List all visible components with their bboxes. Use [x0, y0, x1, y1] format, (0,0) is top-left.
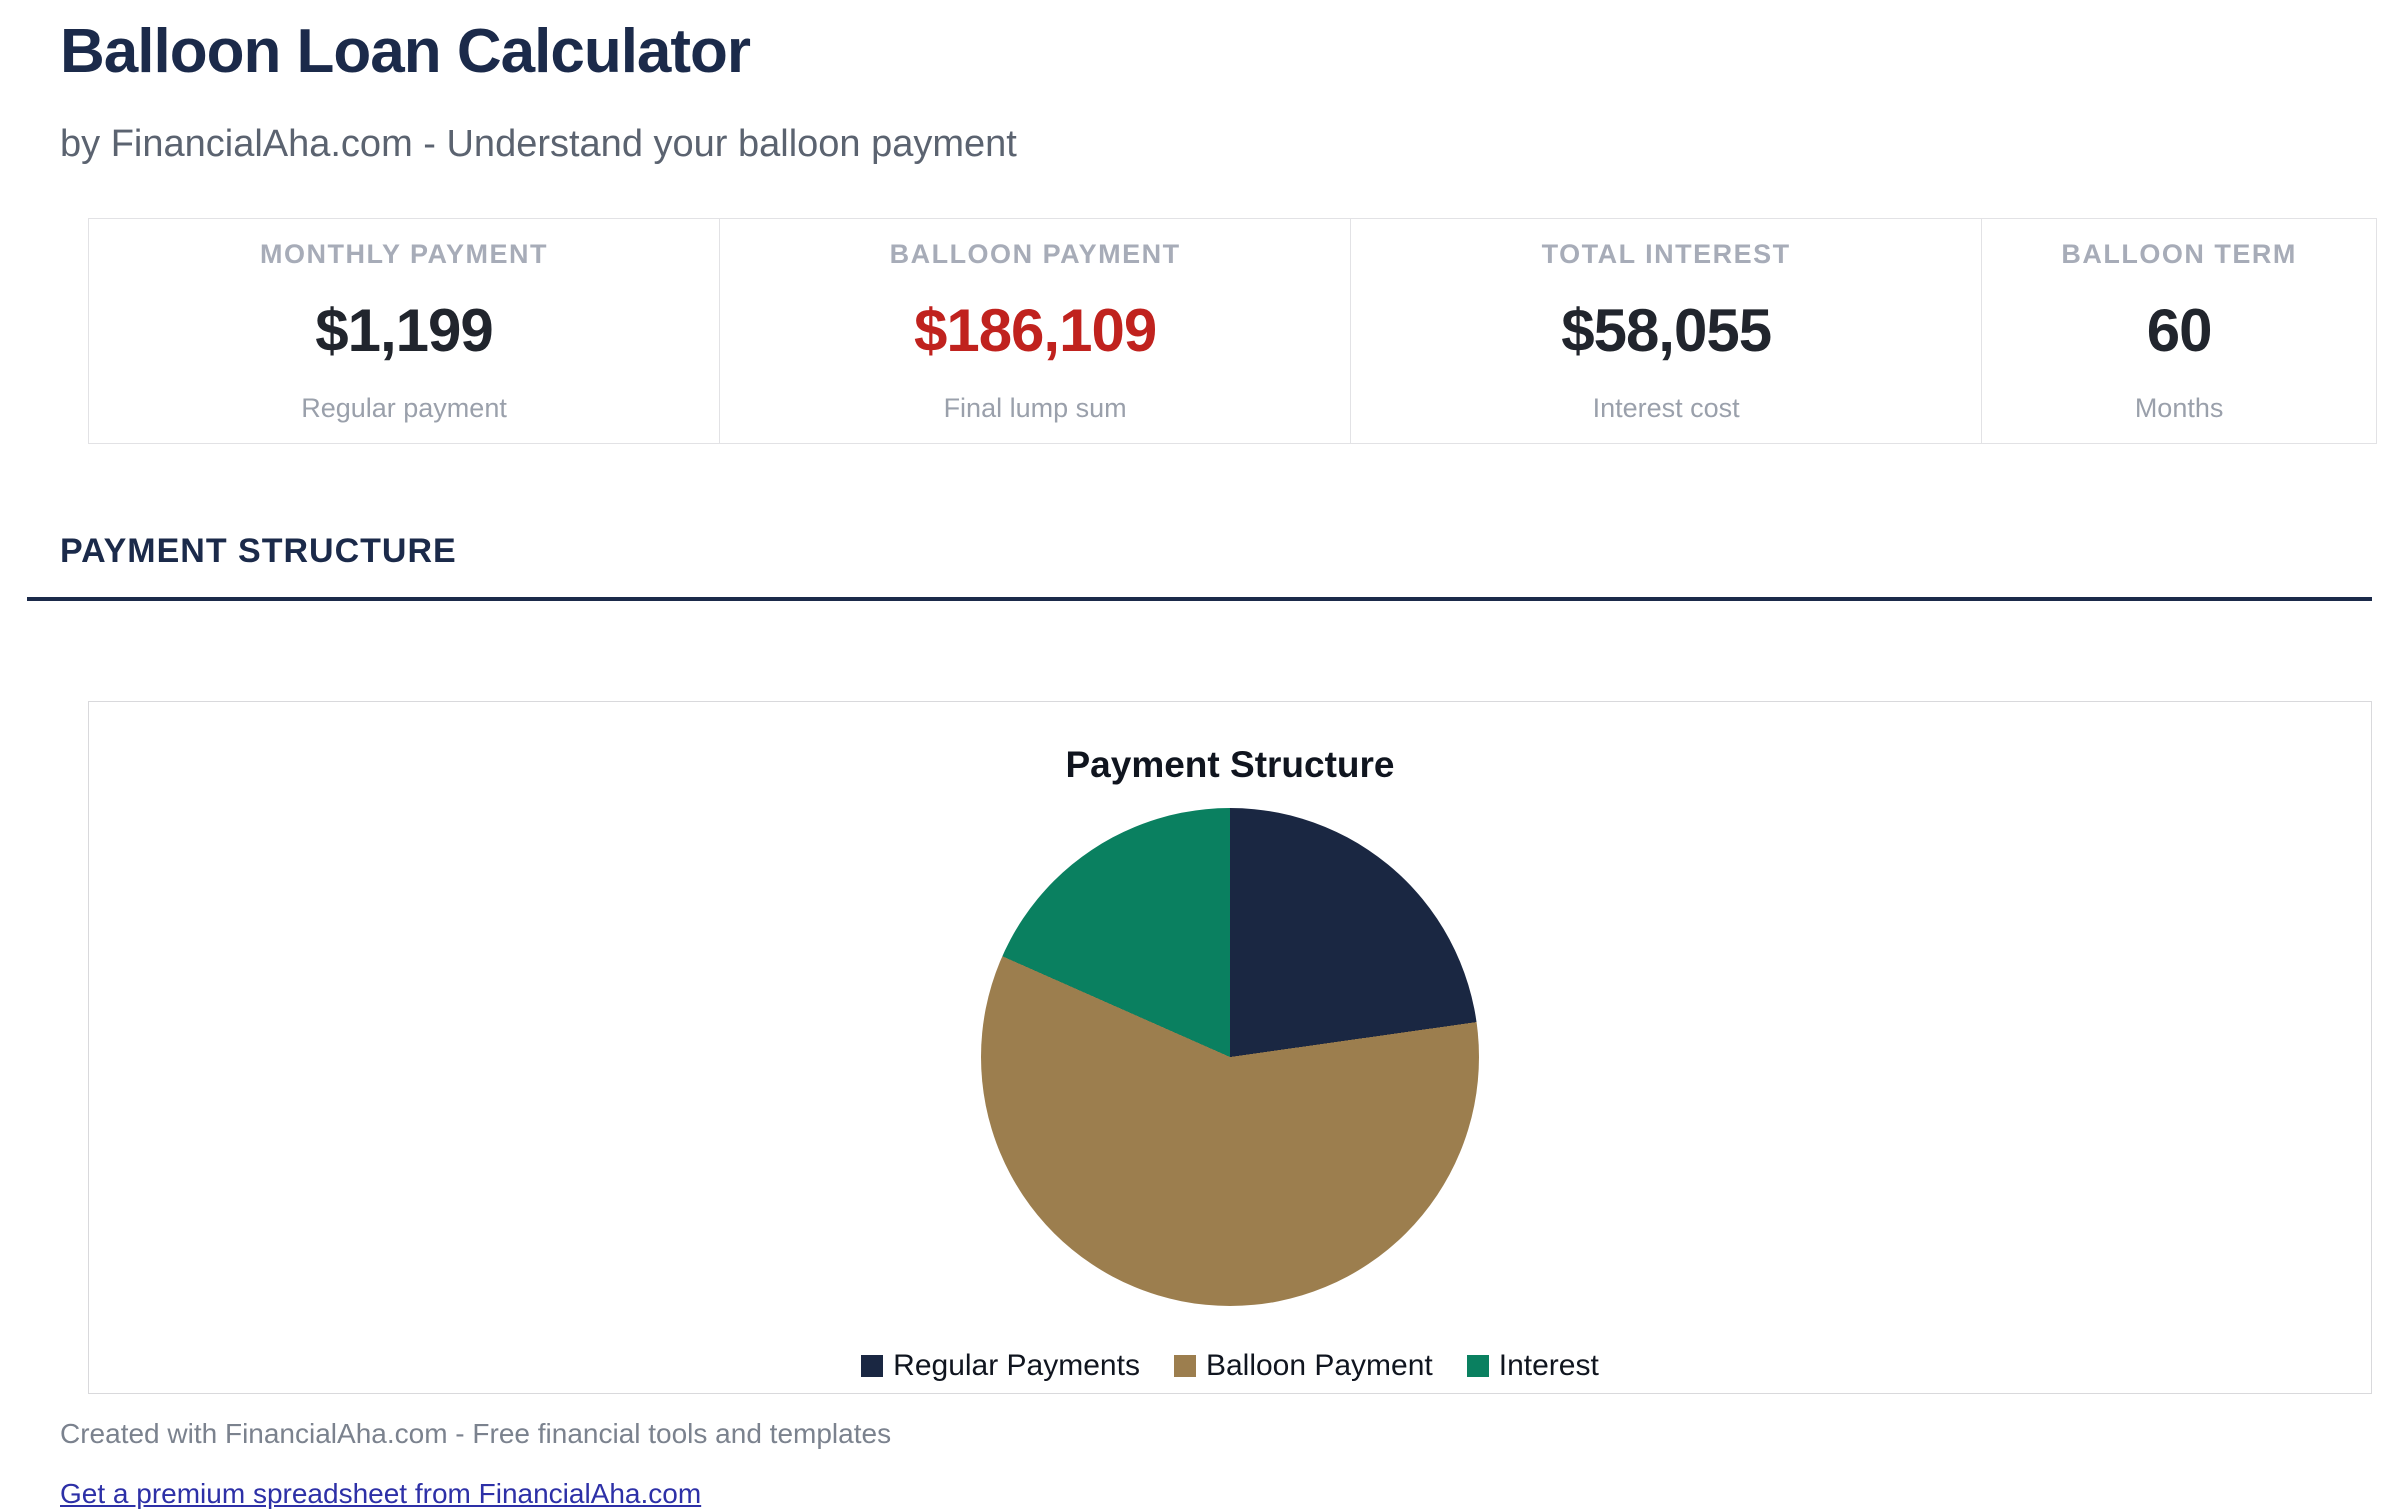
legend-item-interest: Interest — [1466, 1349, 1599, 1383]
stat-sublabel: Final lump sum — [943, 392, 1127, 423]
stat-sublabel: Regular payment — [301, 392, 507, 423]
stat-label: BALLOON TERM — [2061, 238, 2297, 269]
legend-label-balloon-payment: Balloon Payment — [1205, 1349, 1433, 1382]
footer-note: Created with FinancialAha.com - Free fin… — [60, 1418, 892, 1449]
stat-value: $186,109 — [913, 296, 1157, 364]
section-divider — [27, 597, 2372, 601]
stat-card-balloon-payment: BALLOON PAYMENT $186,109 Final lump sum — [719, 219, 1350, 443]
legend-swatch-regular-payments — [861, 1355, 884, 1377]
stat-sublabel: Months — [2134, 392, 2224, 423]
legend-item-balloon-payment: Balloon Payment — [1173, 1349, 1433, 1383]
chart-title: Payment Structure — [1065, 744, 1395, 785]
summary-stats-row: MONTHLY PAYMENT $1,199 Regular payment B… — [88, 218, 2377, 444]
legend-label-interest: Interest — [1498, 1349, 1599, 1382]
stat-card-monthly-payment: MONTHLY PAYMENT $1,199 Regular payment — [89, 219, 719, 443]
legend-swatch-balloon-payment — [1173, 1355, 1196, 1377]
premium-spreadsheet-link[interactable]: Get a premium spreadsheet from Financial… — [60, 1478, 702, 1509]
stat-card-total-interest: TOTAL INTEREST $58,055 Interest cost — [1350, 219, 1981, 443]
stat-sublabel: Interest cost — [1592, 392, 1740, 423]
stat-label: TOTAL INTEREST — [1541, 238, 1791, 269]
page-subtitle: by FinancialAha.com - Understand your ba… — [60, 123, 1017, 165]
stat-value: $1,199 — [315, 296, 494, 364]
stat-value: $58,055 — [1561, 296, 1772, 364]
legend-label-regular-payments: Regular Payments — [893, 1349, 1140, 1382]
section-title-payment-structure: PAYMENT STRUCTURE — [60, 532, 457, 570]
stat-card-balloon-term: BALLOON TERM 60 Months — [1981, 219, 2376, 443]
stat-value: 60 — [2146, 296, 2213, 364]
chart-legend: Regular Payments Balloon Payment Interes… — [861, 1349, 1599, 1383]
legend-item-regular-payments: Regular Payments — [861, 1349, 1140, 1383]
stat-label: BALLOON PAYMENT — [889, 238, 1181, 269]
pie-chart — [981, 808, 1479, 1306]
stat-label: MONTHLY PAYMENT — [260, 238, 549, 269]
page-title: Balloon Loan Calculator — [60, 17, 751, 86]
chart-panel: Payment Structure Regular Payments Ballo… — [88, 701, 2372, 1394]
legend-swatch-interest — [1466, 1355, 1489, 1377]
